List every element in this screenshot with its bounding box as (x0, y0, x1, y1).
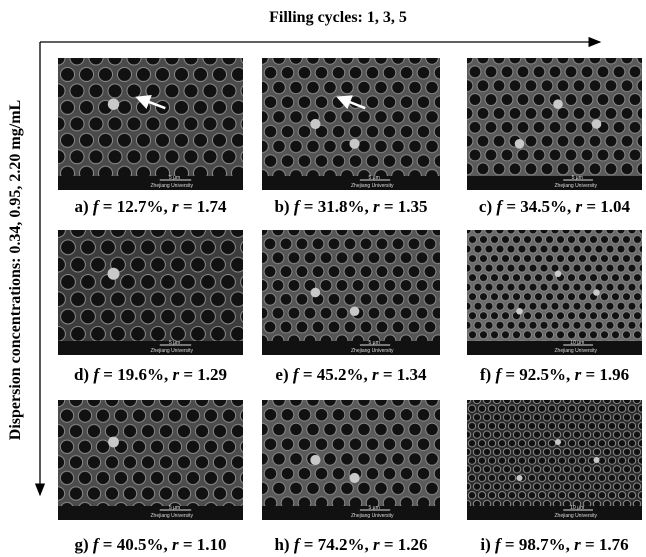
particle (516, 308, 523, 315)
caption-part: = 40.5%, (99, 535, 172, 554)
institution: Zhejiang University (151, 348, 194, 354)
caption-part: = 45.2%, (299, 365, 372, 384)
particle (311, 288, 321, 298)
figure: Filling cycles: 1, 3, 5 Dispersion conce… (0, 0, 646, 557)
caption-part: = 98.7%, (501, 535, 574, 554)
caption-part: = 31.8%, (300, 197, 373, 216)
particle (517, 475, 523, 481)
top-label: Filling cycles: 1, 3, 5 (269, 9, 407, 26)
caption-part: = 34.5%, (502, 197, 575, 216)
caption: h) f = 74.2%, r = 1.26 (274, 535, 427, 554)
particle (555, 270, 562, 277)
scale-label: 5 μm (169, 340, 180, 346)
particle (555, 439, 561, 445)
sem-image (262, 58, 440, 190)
particle (108, 99, 119, 110)
panel: 5 μm Zhejiang University (262, 58, 440, 190)
particle (594, 457, 600, 463)
caption-part: = 19.6%, (99, 365, 172, 384)
caption-part: = 12.7%, (99, 197, 172, 216)
caption-part: = 1.04 (582, 197, 630, 216)
caption-part: f) (480, 365, 496, 384)
particle (349, 473, 359, 483)
caption-part: c) (479, 197, 496, 216)
panel: 5 μm Zhejiang University (262, 400, 440, 520)
particle (310, 455, 320, 465)
institution: Zhejiang University (351, 348, 394, 354)
institution: Zhejiang University (151, 513, 194, 519)
sem-image (467, 400, 642, 520)
sem-image (467, 230, 642, 355)
institution: Zhejiang University (555, 348, 598, 354)
sem-image (467, 58, 642, 190)
particle (349, 139, 359, 149)
caption-part: = 1.76 (581, 535, 629, 554)
sem-image (58, 230, 243, 355)
scale-label: 10 μm (570, 505, 584, 511)
sem-image (262, 400, 440, 520)
caption: e) f = 45.2%, r = 1.34 (275, 365, 427, 384)
institution: Zhejiang University (555, 183, 598, 189)
scale-label: 10 μm (570, 340, 584, 346)
caption-part: a) (74, 197, 92, 216)
particle (350, 306, 360, 316)
scale-label: 5 μm (169, 175, 180, 181)
caption: g) f = 40.5%, r = 1.10 (74, 535, 226, 554)
caption-part: d) (74, 365, 93, 384)
particle (553, 99, 563, 109)
caption-part: = 1.35 (380, 197, 428, 216)
panel: 5 μm Zhejiang University (467, 58, 642, 190)
side-label: Dispersion concentrations: 0.34, 0.95, 2… (7, 100, 24, 440)
particle (310, 119, 320, 129)
caption: a) f = 12.7%, r = 1.74 (74, 197, 227, 216)
caption: i) f = 98.7%, r = 1.76 (480, 535, 628, 554)
caption-part: e) (275, 365, 292, 384)
caption-part: = 74.2%, (300, 535, 373, 554)
scale-label: 5 μm (369, 340, 380, 346)
panel: 5 μm Zhejiang University (58, 58, 243, 190)
scale-label: 5 μm (572, 175, 583, 181)
caption-part: = 1.26 (380, 535, 428, 554)
particle (515, 139, 525, 149)
institution: Zhejiang University (151, 183, 194, 189)
caption: f) f = 92.5%, r = 1.96 (480, 365, 629, 384)
scale-label: 5 μm (369, 175, 380, 181)
sem-image (262, 230, 440, 355)
caption: c) f = 34.5%, r = 1.04 (479, 197, 631, 216)
particle (108, 268, 120, 280)
caption: b) f = 31.8%, r = 1.35 (274, 197, 427, 216)
panel: 10 μm Zhejiang University (467, 230, 642, 355)
particle (592, 119, 602, 129)
institution: Zhejiang University (555, 513, 598, 519)
caption-part: = 1.96 (581, 365, 629, 384)
institution: Zhejiang University (351, 183, 394, 189)
scale-label: 5 μm (169, 505, 180, 511)
caption-part: = 1.74 (179, 197, 227, 216)
caption-part: = 1.34 (379, 365, 427, 384)
particle (593, 289, 600, 296)
scale-label: 5 μm (369, 505, 380, 511)
caption: d) f = 19.6%, r = 1.29 (74, 365, 227, 384)
caption-part: b) (274, 197, 293, 216)
sem-image (58, 58, 243, 190)
panel: 5 μm Zhejiang University (58, 230, 243, 355)
panel: 5 μm Zhejiang University (262, 230, 440, 355)
caption-part: = 92.5%, (501, 365, 574, 384)
panel: 10 μm Zhejiang University (467, 400, 642, 520)
sem-image (58, 400, 243, 520)
caption-part: h) (274, 535, 293, 554)
institution: Zhejiang University (351, 513, 394, 519)
caption-part: = 1.10 (179, 535, 227, 554)
panel: 5 μm Zhejiang University (58, 400, 243, 520)
caption-part: g) (74, 535, 92, 554)
caption-part: = 1.29 (179, 365, 227, 384)
particle (108, 437, 119, 448)
caption-part: i) (480, 535, 495, 554)
